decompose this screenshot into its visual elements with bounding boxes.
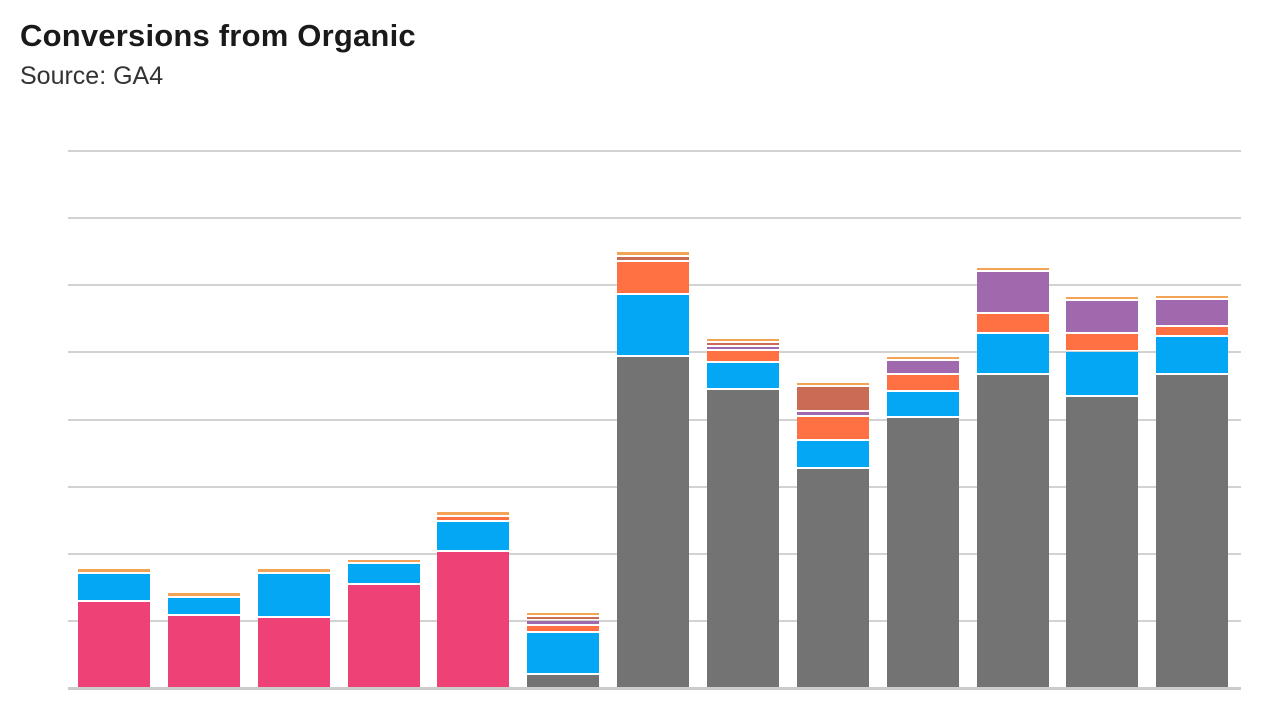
bar-segment-light-orange[interactable] (1066, 297, 1138, 300)
bar-segment-orange[interactable] (887, 374, 959, 390)
bar-segment-gray[interactable] (617, 356, 689, 687)
chart-subtitle: Source: GA4 (20, 62, 164, 90)
gridline (68, 150, 1241, 152)
bar[interactable] (617, 252, 689, 687)
bar-segment-light-orange[interactable] (1156, 295, 1228, 298)
bar[interactable] (168, 593, 240, 687)
bar-segment-orange[interactable] (797, 416, 869, 439)
bar[interactable] (707, 338, 779, 687)
bar-segment-purple[interactable] (1156, 299, 1228, 325)
bar-segment-sienna[interactable] (617, 257, 689, 261)
bar-segment-orange[interactable] (617, 262, 689, 294)
bar-segment-light-orange[interactable] (797, 383, 869, 386)
bar-segment-sienna[interactable] (797, 387, 869, 410)
chart-title: Conversions from Organic (20, 18, 416, 53)
bar-segment-orange[interactable] (1066, 333, 1138, 351)
gridline (68, 217, 1241, 219)
bar-segment-light-orange[interactable] (977, 267, 1049, 270)
bar-segment-orange[interactable] (707, 350, 779, 361)
bar-segment-blue[interactable] (1156, 336, 1228, 373)
bar-segment-light-orange[interactable] (258, 568, 330, 572)
bar-segment-gray[interactable] (1066, 397, 1138, 687)
bar-segment-blue[interactable] (168, 597, 240, 614)
bar[interactable] (977, 267, 1049, 687)
bar-segment-blue[interactable] (707, 362, 779, 388)
bar[interactable] (887, 356, 959, 687)
bar-segment-orange[interactable] (1156, 326, 1228, 335)
bar-segment-light-orange[interactable] (887, 356, 959, 359)
bar-segment-purple[interactable] (887, 360, 959, 373)
bar-segment-gray[interactable] (1156, 374, 1228, 687)
bar[interactable] (437, 511, 509, 687)
bar-segment-orange[interactable] (527, 625, 599, 631)
bar-segment-pink[interactable] (437, 552, 509, 687)
bar-segment-gray[interactable] (707, 389, 779, 687)
bar-segment-pink[interactable] (348, 584, 420, 687)
bar-segment-light-orange[interactable] (617, 252, 689, 256)
bar[interactable] (78, 568, 150, 687)
bar-segment-gray[interactable] (887, 417, 959, 687)
bar-segment-orange[interactable] (437, 516, 509, 520)
bar-segment-pink[interactable] (258, 617, 330, 687)
bar-segment-blue[interactable] (258, 573, 330, 616)
bar-segment-light-orange[interactable] (527, 612, 599, 616)
bar-segment-blue[interactable] (617, 295, 689, 355)
bar-segment-light-orange[interactable] (437, 511, 509, 515)
bar[interactable] (527, 612, 599, 687)
bar[interactable] (797, 383, 869, 687)
bar-segment-blue[interactable] (1066, 352, 1138, 396)
bar-segment-blue[interactable] (78, 573, 150, 600)
bar-segment-blue[interactable] (527, 632, 599, 673)
bar-segment-blue[interactable] (977, 333, 1049, 373)
bar-segment-blue[interactable] (348, 564, 420, 583)
bar-segment-sienna[interactable] (707, 343, 779, 346)
bar-segment-purple[interactable] (1066, 301, 1138, 332)
bar[interactable] (1156, 295, 1228, 687)
bar-segment-purple[interactable] (527, 621, 599, 624)
chart-header: Conversions from Organic Source: GA4 (20, 16, 416, 92)
bar-segment-orange[interactable] (977, 313, 1049, 332)
bar-segment-gray[interactable] (977, 374, 1049, 687)
bar-segment-pink[interactable] (168, 615, 240, 687)
plot-area (68, 150, 1241, 690)
bar[interactable] (1066, 297, 1138, 687)
bar-segment-purple[interactable] (707, 347, 779, 349)
bar-segment-blue[interactable] (887, 391, 959, 416)
bar[interactable] (258, 568, 330, 687)
bar-segment-blue[interactable] (797, 440, 869, 467)
bar-segment-sienna[interactable] (527, 617, 599, 620)
bar-segment-purple[interactable] (797, 411, 869, 415)
bar-segment-light-orange[interactable] (78, 568, 150, 572)
bar-segment-pink[interactable] (78, 601, 150, 687)
bar-segment-light-orange[interactable] (168, 593, 240, 596)
bar-segment-gray[interactable] (797, 468, 869, 687)
bar-segment-purple[interactable] (977, 271, 1049, 312)
bar-segment-blue[interactable] (437, 521, 509, 551)
bar-segment-light-orange[interactable] (707, 338, 779, 342)
bar-segment-gray[interactable] (527, 674, 599, 687)
x-axis-line (68, 687, 1241, 690)
bar[interactable] (348, 559, 420, 687)
bar-segment-light-orange[interactable] (348, 559, 420, 563)
